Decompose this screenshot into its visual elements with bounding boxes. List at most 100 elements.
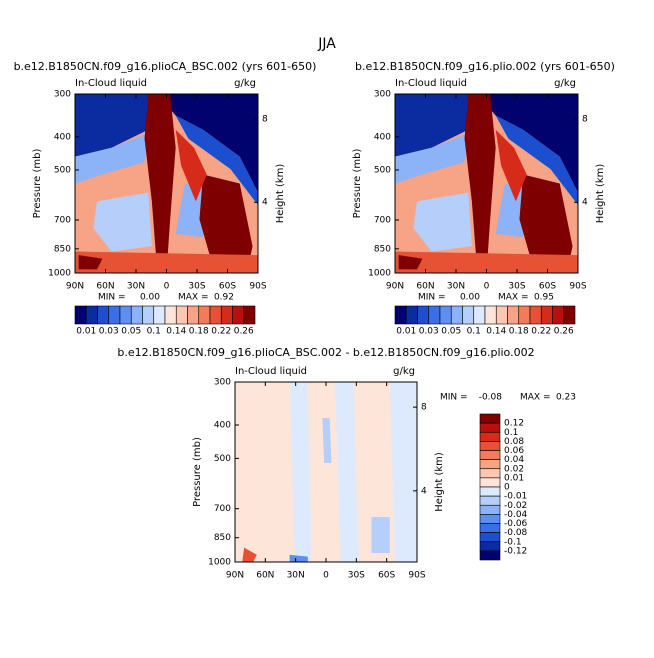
x-tick-label: 30S (348, 571, 365, 581)
y-tick-label: 700 (54, 215, 71, 225)
contour-fill (395, 133, 469, 184)
y-axis-label: Pressure (mb) (192, 437, 203, 507)
colorbar-label: 0.02 (504, 464, 524, 474)
y-tick-label: 1000 (48, 269, 71, 279)
colorbar-label: 0.26 (234, 327, 254, 337)
x-tick-label: 30S (188, 282, 205, 292)
panel-title: b.e12.B1850CN.f09_g16.plioCA_BSC.002 (yr… (14, 60, 317, 73)
y-tick-label: 700 (374, 215, 391, 225)
colorbar-label: 0.22 (531, 327, 551, 337)
left-label: In-Cloud liquid (75, 78, 147, 89)
colorbar-box (175, 305, 188, 325)
colorbar-label: -0.08 (504, 528, 528, 538)
max-text: MAX = (178, 293, 209, 303)
y-tick-label: 1000 (208, 558, 231, 568)
colorbar-box (243, 305, 256, 325)
colorbar-label: 0.14 (166, 327, 186, 337)
y-tick-label: 500 (214, 454, 231, 464)
contour-fill (242, 547, 257, 562)
colorbar-label: -0.1 (504, 537, 522, 547)
colorbar-box (85, 305, 98, 325)
y2-tick-label: 4 (421, 486, 427, 496)
colorbar-box (428, 305, 441, 325)
colorbar-box (187, 305, 200, 325)
colorbar-label: 0.01 (76, 327, 96, 337)
colorbar-box (108, 305, 121, 325)
colorbar-box (417, 305, 430, 325)
max-value: 0.92 (214, 293, 234, 303)
contour-fill (495, 115, 578, 205)
colorbar-box (495, 305, 508, 325)
colorbar-label: 0 (504, 483, 510, 493)
y-tick-label: 400 (214, 421, 231, 431)
x-tick-label: 90N (386, 282, 404, 292)
y2-tick-label: 8 (421, 403, 427, 413)
contour-fill (78, 255, 103, 270)
contour-fill (322, 418, 332, 463)
y-tick-label: 300 (54, 90, 71, 100)
colorbar-box (479, 523, 501, 533)
max-text: MAX = (498, 293, 529, 303)
figure-title: JJA (317, 36, 336, 52)
min-value: 0.00 (460, 293, 480, 303)
contour-fill (335, 382, 359, 562)
colorbar-label: 0.01 (504, 473, 524, 483)
x-tick-label: 30N (447, 282, 465, 292)
min-text: MIN = (418, 293, 446, 303)
x-tick-label: 60S (219, 282, 236, 292)
x-tick-label: 60S (378, 571, 395, 581)
colorbar-box (479, 541, 501, 552)
colorbar-box (479, 450, 501, 460)
colorbar-box (479, 514, 501, 524)
colorbar-label: 0.22 (211, 327, 231, 337)
x-tick-label: 60S (539, 282, 556, 292)
colorbar-label: -0.02 (504, 501, 527, 511)
x-tick-label: 0 (164, 282, 170, 292)
colorbar-box (394, 305, 407, 325)
colorbar-box (473, 305, 486, 325)
x-tick-label: 90N (66, 282, 84, 292)
contour-fill (75, 94, 152, 157)
colorbar-box (232, 305, 245, 325)
y-axis-label: Pressure (mb) (352, 149, 363, 219)
contour-fill (157, 94, 258, 193)
colorbar-box (97, 305, 110, 325)
colorbar-box (479, 468, 501, 479)
colorbar-box (479, 413, 501, 424)
contour-fill (75, 133, 149, 184)
x-tick-label: 60N (96, 282, 114, 292)
y2-tick-label: 4 (262, 198, 268, 208)
contour-fill (75, 251, 258, 273)
contour-fill (477, 94, 578, 193)
contour-fill (395, 94, 472, 157)
y-tick-label: 300 (214, 378, 231, 388)
colorbar-label: 0.04 (504, 455, 524, 465)
y-tick-label: 500 (54, 165, 71, 175)
colorbar-label: 0.05 (441, 327, 461, 337)
colorbar-label: 0.03 (99, 327, 119, 337)
colorbar-box (439, 305, 452, 325)
colorbar-label: 0.18 (509, 327, 529, 337)
contour-fill (93, 192, 152, 252)
colorbar-label: -0.04 (504, 510, 528, 520)
y-tick-label: 1000 (368, 269, 391, 279)
colorbar-label: 0.1 (467, 327, 481, 337)
contour-fill (464, 94, 496, 273)
y-axis-label: Pressure (mb) (32, 149, 43, 219)
colorbar-box (142, 305, 155, 325)
x-tick-label: 0 (323, 571, 329, 581)
x-tick-label: 0 (484, 282, 490, 292)
colorbar-box (164, 305, 177, 325)
x-tick-label: 90N (226, 571, 244, 581)
x-tick-label: 30N (287, 571, 305, 581)
min-value: 0.00 (140, 293, 160, 303)
colorbar-box (198, 305, 211, 325)
min-value: -0.08 (479, 393, 503, 403)
colorbar-box (119, 305, 132, 325)
contour-fill (175, 115, 258, 205)
colorbar-box (529, 305, 542, 325)
y-tick-label: 850 (374, 244, 391, 254)
colorbar-label: 0.1 (147, 327, 161, 337)
colorbar-label: 0.18 (189, 327, 209, 337)
left-label: In-Cloud liquid (235, 366, 307, 377)
